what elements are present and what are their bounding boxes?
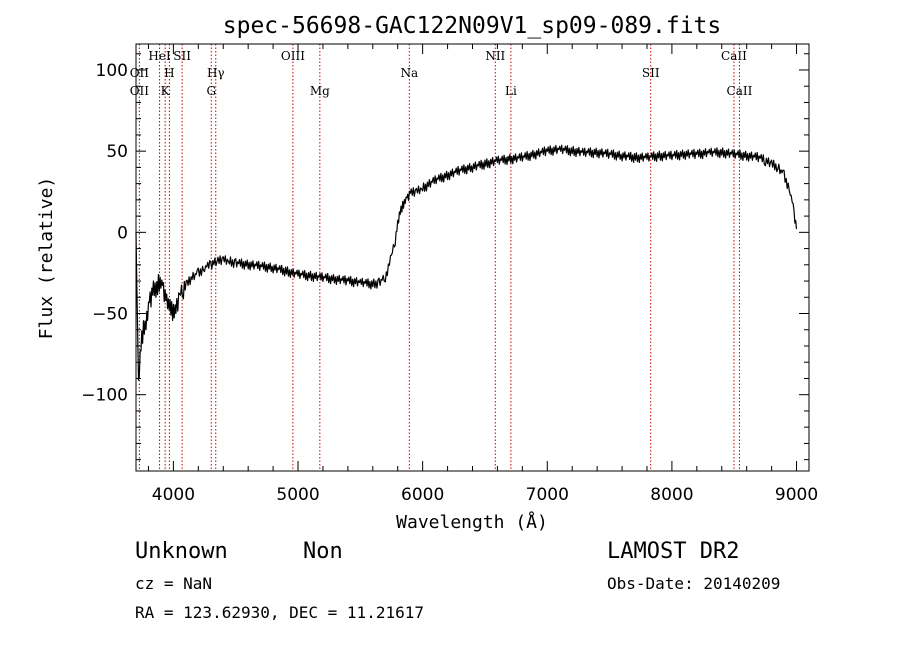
- data-layer: [135, 144, 798, 381]
- chart-title: spec-56698-GAC122N09V1_sp09-089.fits: [223, 13, 722, 39]
- line-label: Hγ: [207, 66, 225, 80]
- line-label: Na: [400, 66, 418, 80]
- spectrum-line: [135, 144, 798, 381]
- x-tick-label: 7000: [526, 485, 569, 505]
- y-tick-label: −100: [81, 386, 128, 406]
- line-label: G: [206, 84, 216, 98]
- survey-name: LAMOST DR2: [607, 539, 739, 564]
- y-tick-label: 100: [96, 61, 128, 81]
- y-tick-label: −50: [92, 305, 128, 325]
- x-tick-label: 5000: [276, 485, 319, 505]
- axes: 4000 5000 6000 7000 8000 9000 −100 −50 0 50 100: [81, 44, 818, 505]
- y-tick-label: 50: [106, 142, 128, 162]
- redshift-info: cz = NaN: [135, 574, 212, 593]
- x-tick-label: 9000: [775, 485, 818, 505]
- line-label: H: [164, 66, 174, 80]
- obs-date: Obs-Date: 20140209: [607, 574, 780, 593]
- object-subclass: Non: [303, 539, 343, 564]
- coordinates: RA = 123.62930, DEC = 11.21617: [135, 603, 424, 622]
- x-tick-label: 4000: [152, 485, 195, 505]
- object-class: Unknown: [135, 539, 228, 564]
- line-label: NII: [485, 49, 505, 63]
- line-label: Li: [505, 84, 517, 98]
- x-tick-label: 8000: [650, 485, 693, 505]
- line-label: OIII: [281, 49, 305, 63]
- line-label: Mg: [310, 84, 330, 98]
- line-label: CaII: [721, 49, 747, 63]
- line-label: SII: [642, 66, 660, 80]
- line-label: OII: [130, 84, 150, 98]
- x-axis-label: Wavelength (Å): [396, 511, 548, 533]
- y-tick-label: 0: [117, 223, 128, 243]
- y-axis-label: Flux (relative): [36, 177, 57, 340]
- line-label: OII: [130, 66, 150, 80]
- line-markers: OII OII HeI HK SII Hγ G OIII Mg Na NII Li SII CaII CaI…: [130, 44, 753, 471]
- x-tick-label: 6000: [401, 485, 444, 505]
- plot-frame: [135, 43, 810, 472]
- line-label: CaII: [727, 84, 753, 98]
- line-label: SII: [173, 49, 191, 63]
- line-label: HeI: [148, 49, 171, 63]
- line-label: K: [161, 84, 171, 98]
